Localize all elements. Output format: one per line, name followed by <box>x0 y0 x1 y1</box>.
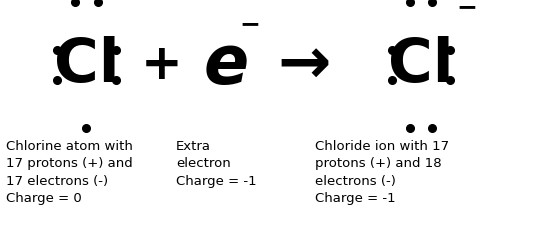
Text: Cl: Cl <box>388 36 454 95</box>
Text: Chlorine atom with
17 protons (+) and
17 electrons (-)
Charge = 0: Chlorine atom with 17 protons (+) and 17… <box>6 140 132 205</box>
Text: −: − <box>239 12 260 37</box>
Text: +: + <box>141 41 182 89</box>
Text: Extra
electron
Charge = -1: Extra electron Charge = -1 <box>176 140 256 188</box>
Text: −: − <box>456 0 478 19</box>
Text: e: e <box>203 32 249 98</box>
Text: →: → <box>277 34 331 96</box>
Text: Chloride ion with 17
protons (+) and 18
electrons (-)
Charge = -1: Chloride ion with 17 protons (+) and 18 … <box>315 140 449 205</box>
Text: Cl: Cl <box>54 36 119 95</box>
